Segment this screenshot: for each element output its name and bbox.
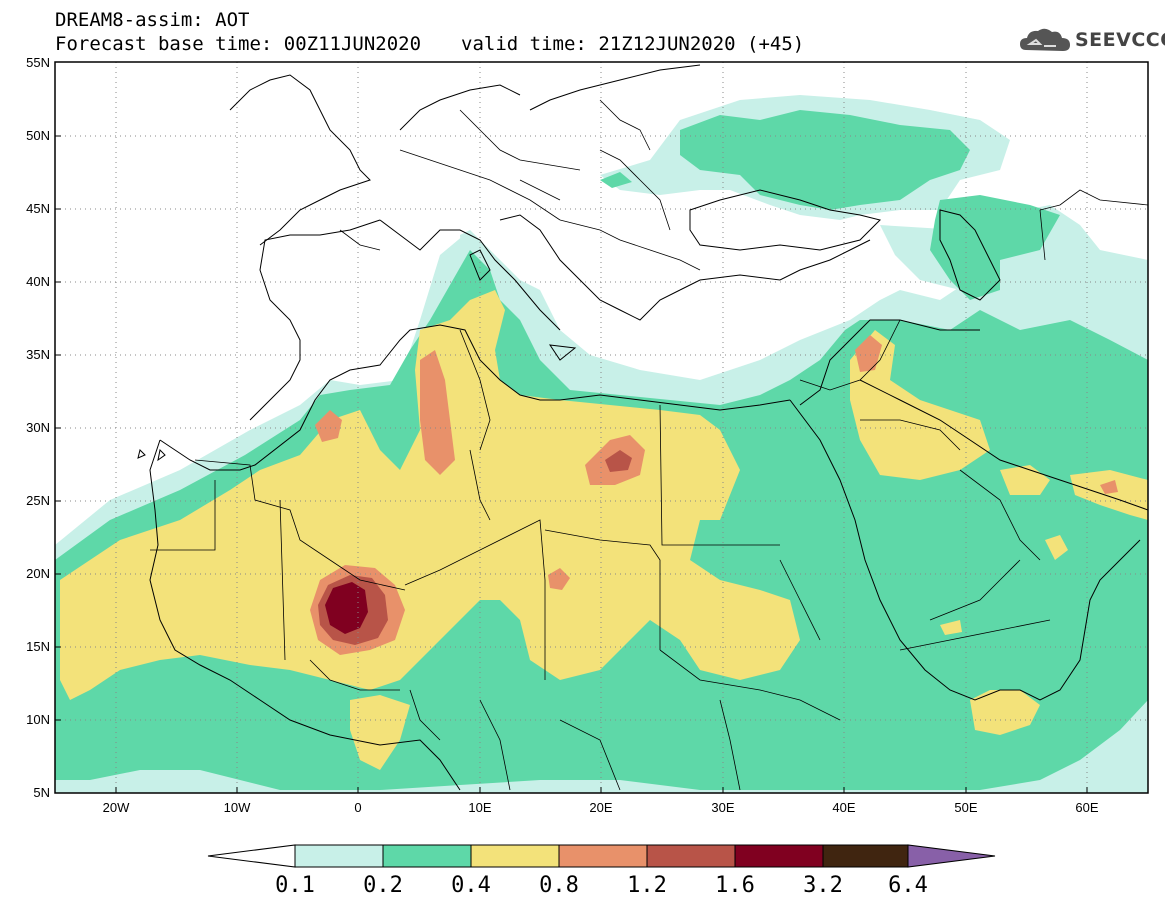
lat-label: 15N	[26, 639, 50, 654]
colorbar-label: 6.4	[888, 873, 928, 898]
aot-level-1.6	[325, 582, 368, 634]
lat-label: 10N	[26, 712, 50, 727]
colorbar-segment	[470, 844, 560, 868]
lon-label: 10E	[468, 800, 491, 815]
chart-subtitle: Forecast base time: 00Z11JUN2020 valid ti…	[55, 34, 804, 54]
cloud-logo-icon	[1020, 28, 1070, 51]
colorbar-segment	[822, 844, 909, 868]
lat-labels: 55N 50N 45N 40N 35N 30N 25N 20N 15N 10N …	[26, 55, 50, 800]
lon-label: 40E	[832, 800, 855, 815]
coastlines	[137, 64, 1148, 791]
colorbar-segment	[734, 844, 824, 868]
colorbar-label: 3.2	[803, 873, 843, 898]
borders	[150, 99, 1148, 791]
colorbar-segment	[382, 844, 472, 868]
colorbar-label: 1.6	[715, 873, 755, 898]
lat-label: 40N	[26, 274, 50, 289]
lat-label: 50N	[26, 128, 50, 143]
lat-label: 30N	[26, 420, 50, 435]
lon-labels: 20W 10W 0 10E 20E 30E 40E 50E 60E	[103, 800, 1099, 815]
logo-text: SEEVCCC	[1075, 29, 1165, 51]
seevccc-logo: SEEVCCC	[1018, 26, 1165, 56]
colorbar-arrow-left	[207, 844, 296, 868]
lon-label: 60E	[1075, 800, 1098, 815]
lon-label: 0	[354, 800, 361, 815]
colorbar-segment	[294, 844, 384, 868]
graticule	[55, 62, 1148, 793]
lat-label: 55N	[26, 55, 50, 70]
lon-label: 50E	[954, 800, 977, 815]
aot-level-0.4	[60, 290, 1148, 770]
lat-label: 45N	[26, 201, 50, 216]
lat-label: 5N	[33, 785, 50, 800]
axis-ticks	[55, 135, 1088, 793]
lat-label: 20N	[26, 566, 50, 581]
dust-field	[55, 62, 1148, 793]
base-time-label: Forecast base time: 00Z11JUN2020	[55, 33, 422, 55]
colorbar-label: 1.2	[627, 873, 667, 898]
lon-label: 20E	[589, 800, 612, 815]
colorbar-labels: 0.1 0.2 0.4 0.8 1.2 1.6 3.2 6.4	[275, 873, 928, 898]
colorbar	[207, 844, 996, 868]
colorbar-segment	[646, 844, 736, 868]
colorbar-segment	[558, 844, 648, 868]
colorbar-label: 0.1	[275, 873, 315, 898]
lat-label: 35N	[26, 347, 50, 362]
lat-label: 25N	[26, 493, 50, 508]
colorbar-label: 0.8	[539, 873, 579, 898]
lon-label: 10W	[224, 800, 251, 815]
colorbar-label: 0.4	[451, 873, 491, 898]
lon-label: 30E	[711, 800, 734, 815]
colorbar-label: 0.2	[363, 873, 403, 898]
chart-title: DREAM8-assim: AOT	[55, 9, 250, 31]
colorbar-arrow-right	[907, 844, 996, 868]
lon-label: 20W	[103, 800, 130, 815]
valid-time-label: valid time: 21Z12JUN2020 (+45)	[461, 33, 805, 55]
